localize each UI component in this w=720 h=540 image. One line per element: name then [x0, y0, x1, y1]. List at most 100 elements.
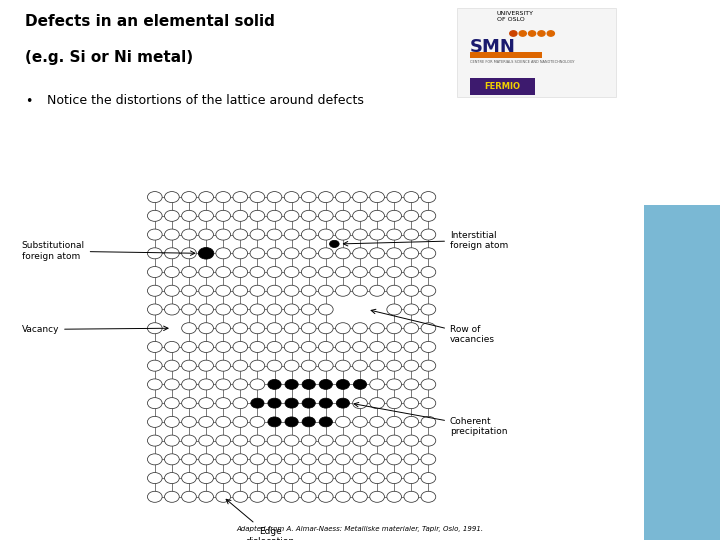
Circle shape	[250, 360, 265, 371]
Circle shape	[421, 229, 436, 240]
Circle shape	[199, 210, 213, 221]
Circle shape	[216, 379, 230, 390]
Circle shape	[267, 435, 282, 446]
Circle shape	[404, 323, 418, 334]
Circle shape	[250, 210, 265, 221]
Circle shape	[318, 192, 333, 202]
Circle shape	[250, 491, 265, 502]
Circle shape	[250, 341, 265, 353]
Circle shape	[421, 341, 436, 353]
Circle shape	[165, 248, 179, 259]
Circle shape	[268, 380, 281, 389]
Circle shape	[302, 210, 316, 221]
Circle shape	[370, 435, 384, 446]
Circle shape	[404, 397, 418, 409]
Circle shape	[148, 397, 162, 409]
Circle shape	[216, 491, 230, 502]
Circle shape	[318, 323, 333, 334]
Circle shape	[336, 472, 350, 484]
Circle shape	[353, 491, 367, 502]
Text: Edge
dislocation: Edge dislocation	[226, 500, 294, 540]
Circle shape	[387, 323, 402, 334]
Circle shape	[387, 304, 402, 315]
Circle shape	[370, 267, 384, 278]
Circle shape	[250, 472, 265, 484]
Circle shape	[284, 435, 299, 446]
Circle shape	[302, 454, 316, 465]
Circle shape	[181, 267, 197, 278]
Circle shape	[216, 229, 230, 240]
Text: Notice the distortions of the lattice around defects: Notice the distortions of the lattice ar…	[47, 94, 364, 107]
Circle shape	[538, 31, 545, 36]
Circle shape	[421, 454, 436, 465]
Circle shape	[250, 248, 265, 259]
Circle shape	[336, 416, 350, 427]
Circle shape	[302, 435, 316, 446]
Text: Vacancy: Vacancy	[22, 325, 168, 334]
Text: (e.g. Si or Ni metal): (e.g. Si or Ni metal)	[25, 50, 194, 65]
Circle shape	[302, 491, 316, 502]
Circle shape	[354, 380, 366, 389]
Circle shape	[387, 229, 402, 240]
Circle shape	[302, 285, 316, 296]
Circle shape	[216, 323, 230, 334]
Circle shape	[404, 360, 418, 371]
Circle shape	[181, 248, 197, 259]
Circle shape	[302, 192, 316, 202]
Circle shape	[318, 435, 333, 446]
Circle shape	[165, 360, 179, 371]
Circle shape	[233, 192, 248, 202]
Circle shape	[181, 285, 197, 296]
Circle shape	[353, 397, 367, 409]
Circle shape	[216, 304, 230, 315]
Circle shape	[353, 192, 367, 202]
Circle shape	[318, 304, 333, 315]
Circle shape	[267, 472, 282, 484]
Circle shape	[267, 304, 282, 315]
Circle shape	[285, 417, 298, 427]
Circle shape	[302, 267, 316, 278]
Circle shape	[353, 323, 367, 334]
Circle shape	[318, 341, 333, 353]
Circle shape	[318, 454, 333, 465]
Circle shape	[216, 210, 230, 221]
Circle shape	[233, 397, 248, 409]
Circle shape	[181, 397, 197, 409]
Bar	[470, 78, 535, 94]
Circle shape	[302, 304, 316, 315]
Circle shape	[336, 285, 350, 296]
Circle shape	[284, 304, 299, 315]
Circle shape	[302, 323, 316, 334]
Circle shape	[370, 210, 384, 221]
Circle shape	[181, 454, 197, 465]
Circle shape	[404, 491, 418, 502]
Circle shape	[181, 435, 197, 446]
Circle shape	[148, 341, 162, 353]
Circle shape	[199, 454, 213, 465]
Circle shape	[233, 285, 248, 296]
Circle shape	[267, 192, 282, 202]
Circle shape	[216, 472, 230, 484]
Circle shape	[148, 360, 162, 371]
Circle shape	[284, 472, 299, 484]
Circle shape	[267, 248, 282, 259]
Bar	[470, 52, 542, 58]
Circle shape	[216, 360, 230, 371]
Circle shape	[318, 360, 333, 371]
Circle shape	[267, 491, 282, 502]
Circle shape	[181, 192, 197, 202]
Circle shape	[199, 323, 213, 334]
Circle shape	[148, 323, 162, 334]
Circle shape	[233, 210, 248, 221]
Circle shape	[404, 248, 418, 259]
Circle shape	[199, 285, 213, 296]
Circle shape	[387, 397, 402, 409]
Circle shape	[370, 323, 384, 334]
Circle shape	[387, 360, 402, 371]
Circle shape	[353, 472, 367, 484]
Circle shape	[302, 472, 316, 484]
Circle shape	[165, 454, 179, 465]
Circle shape	[336, 323, 350, 334]
Circle shape	[336, 360, 350, 371]
Circle shape	[284, 360, 299, 371]
